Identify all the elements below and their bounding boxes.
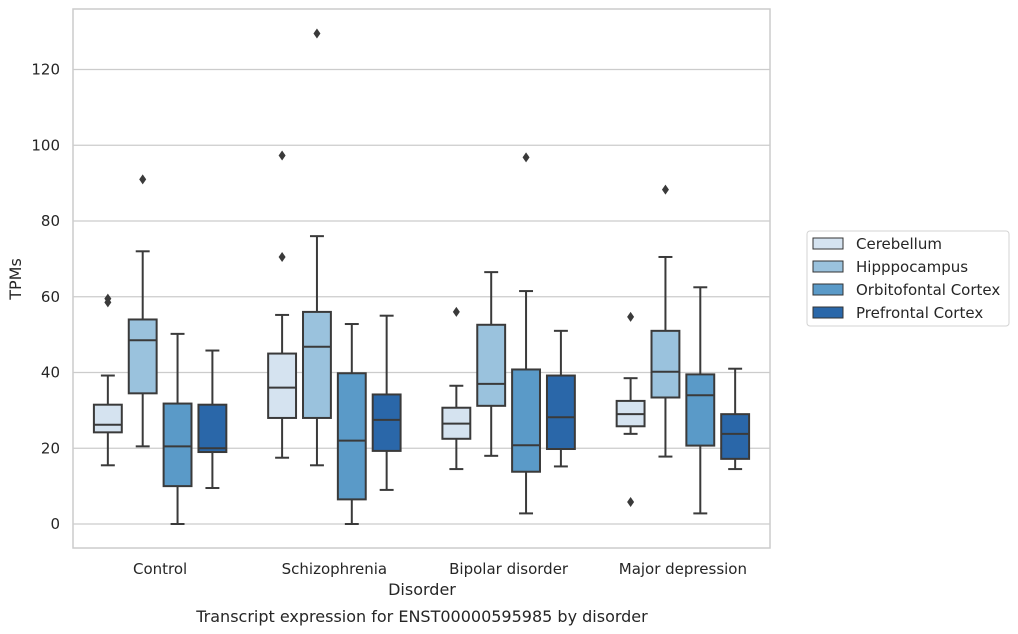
box-iqr xyxy=(162,402,193,488)
box-iqr xyxy=(336,372,367,501)
legend: Cerebellum Hipppocampus Orbitofontal Cor… xyxy=(806,230,1010,327)
outlier-point xyxy=(278,150,286,161)
box-3-3 xyxy=(720,367,751,471)
box-1-3 xyxy=(371,314,402,491)
x-tick-label: Schizophrenia xyxy=(282,560,387,578)
box-iqr xyxy=(127,318,158,395)
y-tick-label: 120 xyxy=(31,61,60,79)
outlier-point xyxy=(627,311,635,322)
x-tick-labels: Control Schizophrenia Bipolar disorder Majo… xyxy=(133,560,747,578)
box-iqr xyxy=(650,329,681,399)
y-tick-label: 60 xyxy=(41,288,60,306)
legend-item-cerebellum: Cerebellum xyxy=(812,235,942,253)
legend-swatch xyxy=(812,306,844,319)
box-2-2 xyxy=(511,152,541,515)
y-axis-title: TPMs xyxy=(6,258,25,301)
box-0-1 xyxy=(127,174,158,448)
box-1-2 xyxy=(336,323,367,525)
box-0-0 xyxy=(92,293,123,467)
box-2-1 xyxy=(476,271,507,457)
legend-frame xyxy=(806,230,1010,327)
box-2-3 xyxy=(545,329,576,468)
legend-item-hippocampus: Hipppocampus xyxy=(812,258,968,276)
x-axis-title: Disorder xyxy=(388,580,456,599)
y-tick-labels: 0 20 40 60 80 100 120 xyxy=(31,61,60,534)
y-tick-label: 40 xyxy=(41,364,60,382)
chart-caption: Transcript expression for ENST0000059598… xyxy=(195,607,648,626)
outlier-point xyxy=(452,306,460,317)
box-2-0 xyxy=(441,306,472,471)
legend-swatch xyxy=(812,283,844,296)
box-0-3 xyxy=(197,349,228,490)
box-1-0 xyxy=(267,150,298,459)
box-1-1 xyxy=(302,28,332,467)
box-iqr xyxy=(197,403,228,454)
outlier-point xyxy=(522,152,530,163)
y-tick-label: 80 xyxy=(41,212,60,230)
x-tick-label: Bipolar disorder xyxy=(449,560,569,578)
legend-label: Hipppocampus xyxy=(856,258,968,276)
box-iqr xyxy=(511,368,541,473)
y-tick-label: 20 xyxy=(41,439,60,457)
outlier-point xyxy=(104,293,112,304)
plot-frame xyxy=(72,8,771,549)
box-iqr xyxy=(476,323,507,407)
y-tick-label: 0 xyxy=(50,515,60,533)
box-iqr xyxy=(267,352,298,419)
box-3-0 xyxy=(615,311,646,508)
box-0-2 xyxy=(162,332,193,525)
x-tick-label: Control xyxy=(133,560,187,578)
legend-label: Cerebellum xyxy=(856,235,942,253)
box-iqr xyxy=(302,310,332,419)
outlier-point xyxy=(139,174,147,185)
outlier-point xyxy=(627,497,635,508)
box-3-2 xyxy=(685,286,716,515)
legend-swatch xyxy=(812,237,844,250)
outlier-point xyxy=(313,28,321,39)
boxes xyxy=(92,28,751,525)
box-iqr xyxy=(545,374,576,451)
box-3-1 xyxy=(650,184,681,458)
legend-swatch xyxy=(812,260,844,273)
box-iqr xyxy=(371,393,402,452)
box-iqr xyxy=(92,403,123,434)
outlier-point xyxy=(661,184,669,195)
box-iqr xyxy=(685,373,716,447)
legend-label: Prefrontal Cortex xyxy=(856,304,983,322)
legend-item-prefrontal-cortex: Prefrontal Cortex xyxy=(812,304,983,322)
legend-item-orbitofrontal-cortex: Orbitofontal Cortex xyxy=(812,281,1000,299)
outlier-point xyxy=(278,251,286,262)
y-tick-label: 100 xyxy=(31,136,60,154)
legend-label: Orbitofontal Cortex xyxy=(856,281,1000,299)
x-tick-label: Major depression xyxy=(619,560,747,578)
box-iqr xyxy=(720,413,751,460)
